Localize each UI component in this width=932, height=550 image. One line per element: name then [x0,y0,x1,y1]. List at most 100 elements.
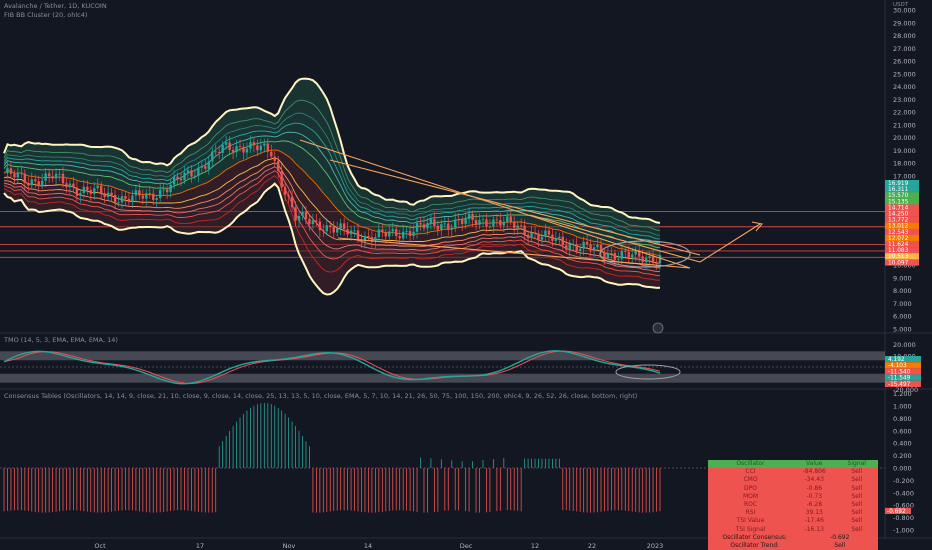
candle-body [495,219,499,221]
candle-body [197,167,200,176]
price-tick-label: 17.000 [893,172,916,180]
candle-body [533,232,537,234]
price-tick-label: 28.000 [893,32,916,40]
time-tick-label: 12 [531,542,539,550]
trend-line [529,214,701,263]
candle-body [381,229,384,233]
candle-body [325,225,328,232]
candle-body [367,235,370,238]
candle-body [391,229,394,232]
candle-body [613,253,617,260]
price-badge [885,204,919,211]
candle-body [124,196,127,199]
candle-body [342,223,346,230]
candle-body [558,236,561,239]
consensus-cell-signal: Sell [851,484,863,492]
candle-body [106,192,110,197]
price-badges: 16.91916.31115.57015.13514.71414.25013.7… [885,180,919,266]
candle-body [217,152,221,153]
price-tick-label: 27.000 [893,45,916,53]
price-badge-label: 16.919 [888,181,909,187]
candle-body [9,168,13,174]
candle-body [401,231,405,239]
time-tick-label: 2023 [647,542,664,550]
summary-value: -0.692 [830,533,850,541]
tmo-tick-label: 20.000 [893,341,916,349]
candle-body [30,179,33,186]
time-tick-label: 17 [196,542,204,550]
consensus-table: Oscillator Value Signal CCI -84.806 Sell CM… [708,460,878,550]
consensus-table-row: CMO -34.43 Sell [708,476,878,485]
candle-body [200,166,204,168]
consensus-tick-label: -0.200 [893,477,914,485]
candle-body [270,151,273,157]
candle-body [592,247,596,251]
tmo-highlight-ellipse [615,364,681,380]
price-badge-label: 13.012 [888,224,909,230]
candle-body [488,226,492,228]
candle-body [158,189,162,199]
candle-body [419,223,422,225]
candle-body [99,185,103,194]
candle-body [280,170,283,188]
candle-body [658,255,662,264]
candle-body [40,180,44,187]
chart-settings-icon [652,322,664,334]
candle-body [422,224,426,229]
upper-fib-band [3,112,661,236]
trend-line [329,159,701,256]
price-tick-label: 30.000 [893,7,916,15]
lower-fib-band [3,166,661,273]
candle-body [554,238,558,241]
candle-body [572,244,575,246]
candle-body [349,230,353,235]
candle-body [388,231,391,237]
candle-body [134,190,138,196]
candle-body [398,236,401,239]
candle-body [228,142,231,150]
price-tick-label: 26.000 [893,58,916,66]
tmo-overbought-zone [0,351,885,361]
consensus-badge [885,507,911,515]
candle-body [332,227,335,233]
candle-body [329,225,332,228]
candle-body [231,149,235,153]
candle-body [464,218,467,224]
candle-body [96,185,99,189]
consensus-summary-row: Oscillator Consensus: -0.692 [708,534,878,542]
candle-body [637,250,641,257]
candle-body [467,213,471,219]
candle-body [617,258,620,260]
candle-body [117,202,120,204]
candle-body [44,173,47,181]
consensus-tick-label: -0.400 [893,489,914,497]
candle-body [353,230,356,232]
candle-body [61,173,65,184]
candle-body [259,145,263,151]
price-tick-label: 25.000 [893,70,916,78]
consensus-tick-label: -0.600 [893,502,914,510]
candle-body [454,219,457,228]
price-tick-label: 6.000 [893,313,912,321]
candle-body [620,251,624,259]
candle-body [408,230,412,236]
arrow-head [751,221,764,232]
summary-value: Sell [834,541,846,549]
consensus-cell-value: -16.13 [804,525,824,533]
candle-body [37,181,40,187]
candle-body [79,193,82,196]
candle-body [460,219,464,224]
price-badge-label: 11.624 [888,242,909,248]
candle-body [322,230,325,232]
consensus-tick-label: 0.000 [893,465,912,473]
candle-body [113,194,117,204]
drawings [299,139,764,334]
consensus-table-row: MOM -0.73 Sell [708,492,878,501]
price-badge [885,234,919,242]
candle-body [23,173,27,184]
candle-body [211,151,214,162]
candle-body [238,146,242,147]
candle-body [651,256,655,264]
trend-line [299,139,691,269]
time-tick-label: 22 [588,542,596,550]
